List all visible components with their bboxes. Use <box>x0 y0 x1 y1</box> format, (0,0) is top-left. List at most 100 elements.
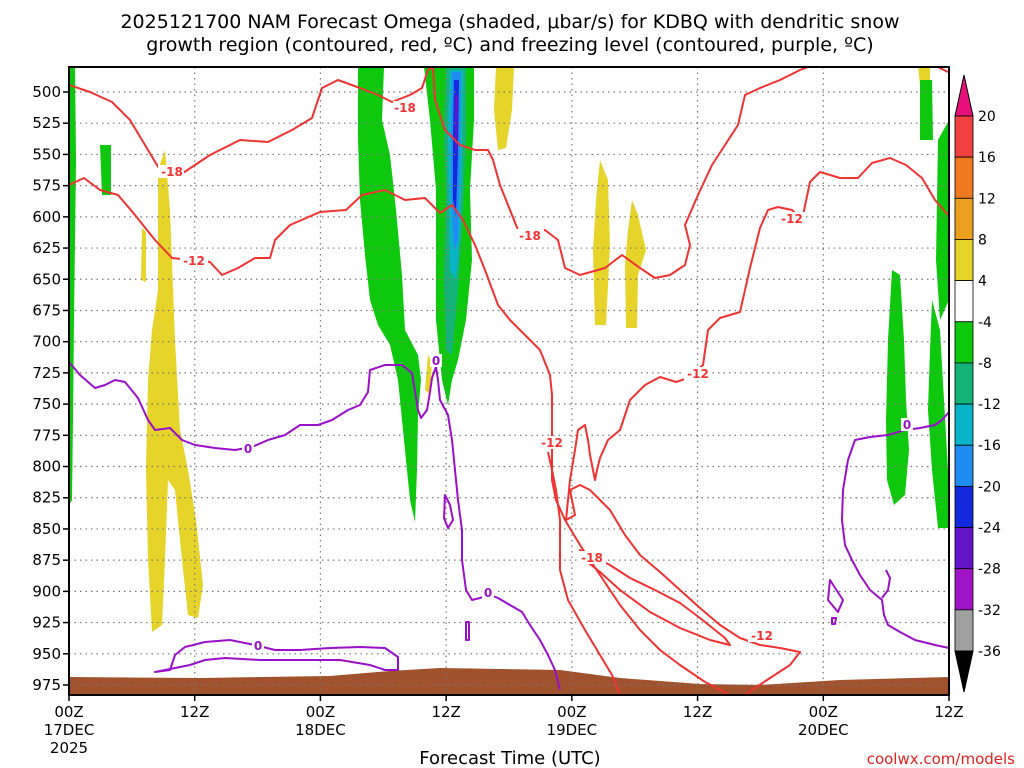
y-tick-label: 825 <box>32 489 61 507</box>
colorbar-label: -4 <box>978 315 992 331</box>
dgz-contour-line <box>432 67 809 279</box>
y-tick-label: 650 <box>32 270 61 288</box>
colorbar-label: -8 <box>978 356 992 372</box>
dgz-contour-line <box>69 177 731 695</box>
colorbar-label: -28 <box>978 562 1001 578</box>
omega-region <box>141 228 146 282</box>
x-tick-label: 12Z <box>934 703 963 721</box>
freezing-contour-line <box>465 621 470 641</box>
y-tick-label: 675 <box>32 301 61 319</box>
dgz-contour-line <box>565 157 949 695</box>
omega-region <box>69 67 76 505</box>
contour-label-red: -12 <box>687 367 709 381</box>
colorbar-swatch <box>954 156 974 199</box>
colorbar-label: 20 <box>978 109 996 125</box>
dgz-contour-line <box>579 549 731 646</box>
freezing-contour-line <box>154 639 399 673</box>
x-tick-label: 00Z <box>809 703 838 721</box>
colorbar-label: 8 <box>978 232 987 248</box>
y-tick-label: 550 <box>32 145 61 163</box>
chart-title-line2: growth region (contoured, red, ºC) and f… <box>146 34 873 56</box>
colorbar-swatch <box>954 321 974 364</box>
x-date-label: 19DEC <box>547 721 598 739</box>
colorbar-swatch <box>954 568 974 611</box>
y-tick-label: 975 <box>32 676 61 694</box>
contour-label-purple: 0 <box>903 418 911 432</box>
x-tick-label: 00Z <box>306 703 335 721</box>
y-tick-label: 925 <box>32 614 61 632</box>
x-tick-label: 00Z <box>54 703 83 721</box>
colorbar-swatch <box>954 609 974 652</box>
colorbar-label: -16 <box>978 438 1001 454</box>
y-tick-label: 800 <box>32 458 61 476</box>
colorbar-label: -20 <box>978 479 1001 495</box>
contour-label-red: -12 <box>751 629 773 643</box>
y-tick-label: 850 <box>32 520 61 538</box>
contour-label-red: -12 <box>183 254 205 268</box>
colorbar-swatch <box>954 527 974 570</box>
colorbar-swatch <box>954 115 974 158</box>
plot-frame <box>68 66 950 696</box>
y-tick-label: 500 <box>32 83 61 101</box>
omega-region <box>455 95 458 150</box>
chart-title-line1: 2025121700 NAM Forecast Omega (shaded, μ… <box>120 11 899 33</box>
omega-region <box>593 160 610 325</box>
x-date-label: 17DEC <box>44 721 95 739</box>
y-axis: 500 525 550 575 600 625 650 675 700 725 750 775 800 8… <box>32 83 69 694</box>
y-tick-label: 775 <box>32 426 61 444</box>
dgz-contour-line <box>547 451 621 695</box>
colorbar-label: 16 <box>978 150 996 166</box>
x-tick-label: 00Z <box>557 703 586 721</box>
colorbar: 20 16 12 8 4 -4 -8 -12 -16 -20 -24 -28 -32 -36 <box>954 74 1001 693</box>
x-date-label: 18DEC <box>295 721 346 739</box>
colorbar-label: -12 <box>978 397 1001 413</box>
x-tick-label: 12Z <box>180 703 209 721</box>
y-tick-label: 625 <box>32 239 61 257</box>
contour-label-red: -18 <box>519 229 541 243</box>
colorbar-swatch <box>954 362 974 405</box>
colorbar-label: 12 <box>978 191 996 207</box>
y-tick-label: 900 <box>32 582 61 600</box>
colorbar-label: -32 <box>978 603 1001 619</box>
colorbar-label: 4 <box>978 274 987 290</box>
contour-label-red: -18 <box>394 101 416 115</box>
colorbar-label: -36 <box>978 644 1001 660</box>
y-tick-label: 725 <box>32 364 61 382</box>
plot-background <box>69 67 949 695</box>
x-tick-label: 12Z <box>431 703 460 721</box>
watermark-text: coolwx.com/models <box>867 750 1015 768</box>
y-tick-label: 600 <box>32 208 61 226</box>
omega-region <box>920 80 933 140</box>
colorbar-swatch <box>954 444 974 487</box>
colorbar-swatch <box>954 280 974 323</box>
omega-shading: -18 -18 -12 -18 -12 -12 -12 -18 -12 0 0 … <box>69 67 949 695</box>
colorbar-label: -24 <box>978 521 1001 537</box>
contour-label-group: -18 -18 -12 -18 -12 -12 -12 -18 -12 0 0 … <box>158 101 913 653</box>
y-tick-label: 525 <box>32 114 61 132</box>
x-date-label: 20DEC <box>798 721 849 739</box>
y-tick-label: 750 <box>32 395 61 413</box>
y-tick-label: 875 <box>32 551 61 569</box>
colorbar-swatch <box>954 650 974 693</box>
y-tick-label: 700 <box>32 333 61 351</box>
freezing-contour-line <box>443 494 454 529</box>
colorbar-swatch <box>954 403 974 446</box>
omega-region <box>358 67 421 522</box>
contour-label-purple: 0 <box>254 639 262 653</box>
y-tick-label: 950 <box>32 645 61 663</box>
contour-label-purple: 0 <box>484 586 492 600</box>
contour-label-red: -12 <box>781 212 803 226</box>
colorbar-swatch <box>954 197 974 240</box>
contour-label-red: -18 <box>161 165 183 179</box>
contour-label-purple: 0 <box>432 354 440 368</box>
omega-region <box>886 270 909 505</box>
colorbar-swatch <box>954 239 974 282</box>
omega-region <box>928 300 949 528</box>
terrain-surface <box>69 668 949 695</box>
x-year-label: 2025 <box>50 739 88 757</box>
colorbar-swatch <box>954 485 974 528</box>
x-tick-label: 12Z <box>683 703 712 721</box>
contour-label-red: -12 <box>541 436 563 450</box>
